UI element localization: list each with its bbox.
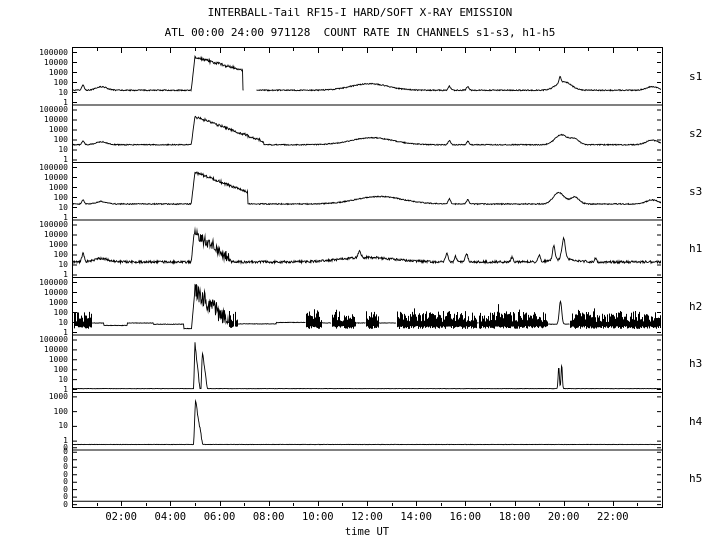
y-tick-label: 100 xyxy=(53,135,68,144)
y-tick-label: 10 xyxy=(58,145,68,154)
y-tick-label: 0 xyxy=(63,484,68,494)
panel-label-h4: h4 xyxy=(689,414,703,428)
y-tick-label: 100 xyxy=(53,364,68,374)
y-tick-label: 100 xyxy=(53,77,68,87)
y-tick-label: 1000 xyxy=(48,67,68,77)
panel-label-h2: h2 xyxy=(689,299,703,313)
panel-label-s2: s2 xyxy=(689,127,703,141)
x-tick-label: 12:00 xyxy=(351,511,383,523)
y-tick-label: 1000 xyxy=(48,182,68,192)
y-tick-label: 0 xyxy=(63,499,68,509)
y-tick-label: 0 xyxy=(63,447,68,457)
y-tick-label: 1 xyxy=(63,212,68,222)
y-tick-label: 0 xyxy=(63,454,68,464)
y-tick-label: 1 xyxy=(63,384,68,394)
y-tick-label: 1000 xyxy=(48,354,68,364)
x-tick-label: 14:00 xyxy=(400,511,432,523)
y-tick-label: 10 xyxy=(58,202,68,212)
y-tick-label: 1000 xyxy=(48,297,68,307)
y-tick-label: 1000 xyxy=(48,391,68,401)
y-tick-label: 10 xyxy=(58,374,68,384)
y-tick-label: 0 xyxy=(63,462,68,472)
y-tick-label: 1 xyxy=(63,327,68,337)
y-tick-label: 0 xyxy=(63,469,68,479)
y-tick-label: 100000 xyxy=(39,334,68,344)
y-tick-label: 1000 xyxy=(48,125,68,134)
y-tick-label: 100000 xyxy=(39,162,68,172)
y-tick-label: 10 xyxy=(58,317,68,327)
y-tick-label: 10 xyxy=(58,260,68,269)
figure-title: INTERBALL-Tail RF15-I HARD/SOFT X-RAY EM… xyxy=(207,6,513,19)
x-axis-label: time UT xyxy=(344,526,390,538)
figure-subtitle: ATL 00:00 24:00 971128 COUNT RATE IN CHA… xyxy=(164,26,556,39)
y-tick-label: 100 xyxy=(53,406,68,416)
x-tick-label: 22:00 xyxy=(597,511,629,523)
x-tick-label: 20:00 xyxy=(547,511,580,523)
panel-label-h3: h3 xyxy=(689,357,703,371)
y-tick-label: 100000 xyxy=(39,220,68,229)
y-tick-label: 1 xyxy=(63,270,68,279)
x-tick-label: 08:00 xyxy=(252,511,285,523)
y-tick-label: 1 xyxy=(63,97,68,107)
panel-label-h5: h5 xyxy=(689,472,703,486)
x-tick-label: 02:00 xyxy=(105,511,137,523)
y-tick-label: 0 xyxy=(63,442,68,452)
y-tick-label: 100 xyxy=(53,192,68,202)
y-tick-label: 10000 xyxy=(43,230,68,239)
y-tick-label: 100 xyxy=(53,307,68,317)
y-tick-label: 100000 xyxy=(39,47,68,57)
x-tick-label: 10:00 xyxy=(302,511,334,523)
x-tick-label: 04:00 xyxy=(154,511,187,523)
y-tick-label: 10000 xyxy=(43,172,68,182)
panel-label-h1: h1 xyxy=(689,242,703,256)
y-tick-label: 0 xyxy=(63,492,68,502)
y-tick-label: 10000 xyxy=(43,57,68,67)
y-tick-label: 10000 xyxy=(43,115,68,124)
y-tick-label: 10000 xyxy=(43,344,68,354)
y-tick-label: 100000 xyxy=(39,105,68,114)
y-tick-label: 100000 xyxy=(39,277,68,287)
y-tick-label: 100 xyxy=(53,250,68,259)
y-tick-label: 10 xyxy=(58,87,68,97)
x-tick-label: 06:00 xyxy=(203,511,236,523)
y-tick-label: 10000 xyxy=(43,287,68,297)
y-tick-label: 10 xyxy=(58,421,68,431)
y-tick-label: 1 xyxy=(63,436,68,446)
x-tick-label: 18:00 xyxy=(498,511,531,523)
y-tick-label: 1 xyxy=(63,155,68,164)
panel-label-s1: s1 xyxy=(689,69,703,83)
panel-label-s3: s3 xyxy=(689,184,703,198)
y-tick-label: 1000 xyxy=(48,240,68,249)
x-tick-label: 16:00 xyxy=(449,511,482,523)
y-tick-label: 0 xyxy=(63,477,68,487)
